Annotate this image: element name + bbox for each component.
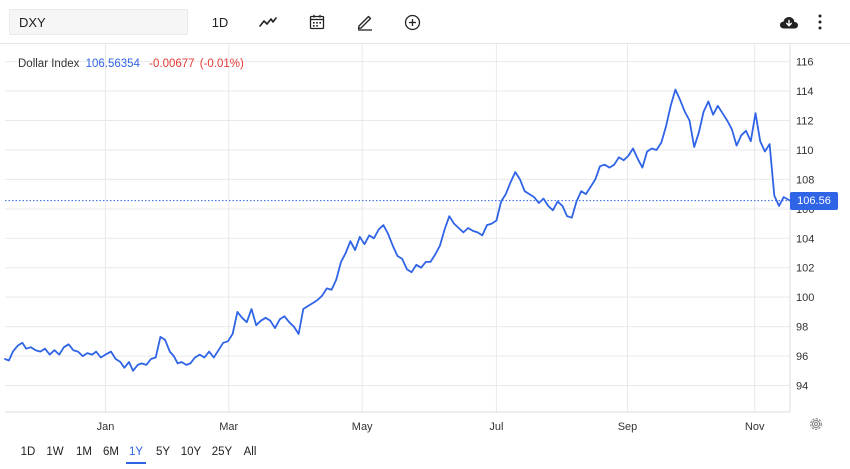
- chart-legend: Dollar Index 106.56354 -0.00677 (-0.01%): [18, 58, 244, 70]
- cloud-download-icon[interactable]: [776, 9, 802, 35]
- legend-name: Dollar Index: [18, 58, 80, 70]
- y-tick-label: 114: [796, 86, 814, 98]
- range-button-all[interactable]: All: [243, 446, 257, 458]
- line-chart-icon[interactable]: [254, 9, 282, 35]
- range-button-6m[interactable]: 6M: [103, 446, 119, 458]
- y-tick-label: 100: [796, 292, 814, 304]
- y-tick-label: 108: [796, 174, 814, 186]
- last-price-badge: 106.56: [790, 191, 838, 210]
- x-tick-label: Nov: [745, 421, 765, 433]
- range-button-1y[interactable]: 1Y: [126, 440, 146, 464]
- draw-pen-icon[interactable]: [352, 9, 378, 35]
- legend-change: -0.00677: [149, 58, 195, 70]
- y-tick-label: 102: [796, 263, 814, 275]
- gear-icon[interactable]: [807, 415, 825, 433]
- legend-price: 106.56354: [85, 58, 140, 70]
- interval-button[interactable]: 1D: [211, 14, 229, 30]
- x-tick-label: Jul: [489, 421, 503, 433]
- chart-toolbar: 1D: [0, 0, 850, 44]
- y-tick-label: 98: [796, 322, 808, 334]
- range-selector: 1D 1W 1M 6M 1Y 5Y 10Y 25Y All: [0, 434, 850, 469]
- x-tick-label: Jan: [97, 421, 115, 433]
- range-button-25y[interactable]: 25Y: [211, 446, 233, 458]
- y-tick-label: 116: [796, 57, 814, 69]
- y-tick-label: 112: [796, 116, 814, 128]
- range-button-5y[interactable]: 5Y: [155, 446, 171, 458]
- more-vertical-icon[interactable]: [810, 9, 830, 35]
- y-tick-label: 94: [796, 381, 808, 393]
- x-tick-label: Mar: [219, 421, 238, 433]
- range-button-10y[interactable]: 10Y: [180, 446, 202, 458]
- y-tick-label: 96: [796, 351, 808, 363]
- legend-change-pct: (-0.01%): [199, 58, 244, 70]
- range-button-1m[interactable]: 1M: [76, 446, 92, 458]
- symbol-input[interactable]: [9, 9, 188, 35]
- chart-area: 94 96 98 100 102 104 106 108 110 112 114 116 Jan Mar M…: [0, 44, 850, 434]
- y-tick-label: 104: [796, 233, 814, 245]
- range-button-1d[interactable]: 1D: [20, 446, 36, 458]
- x-tick-label: May: [352, 421, 373, 433]
- calendar-icon[interactable]: [304, 9, 330, 35]
- series-line: [4, 88, 791, 372]
- compare-plus-icon[interactable]: [399, 9, 425, 35]
- y-tick-label: 110: [796, 145, 814, 157]
- x-tick-label: Sep: [618, 421, 638, 433]
- range-button-1w[interactable]: 1W: [46, 446, 64, 458]
